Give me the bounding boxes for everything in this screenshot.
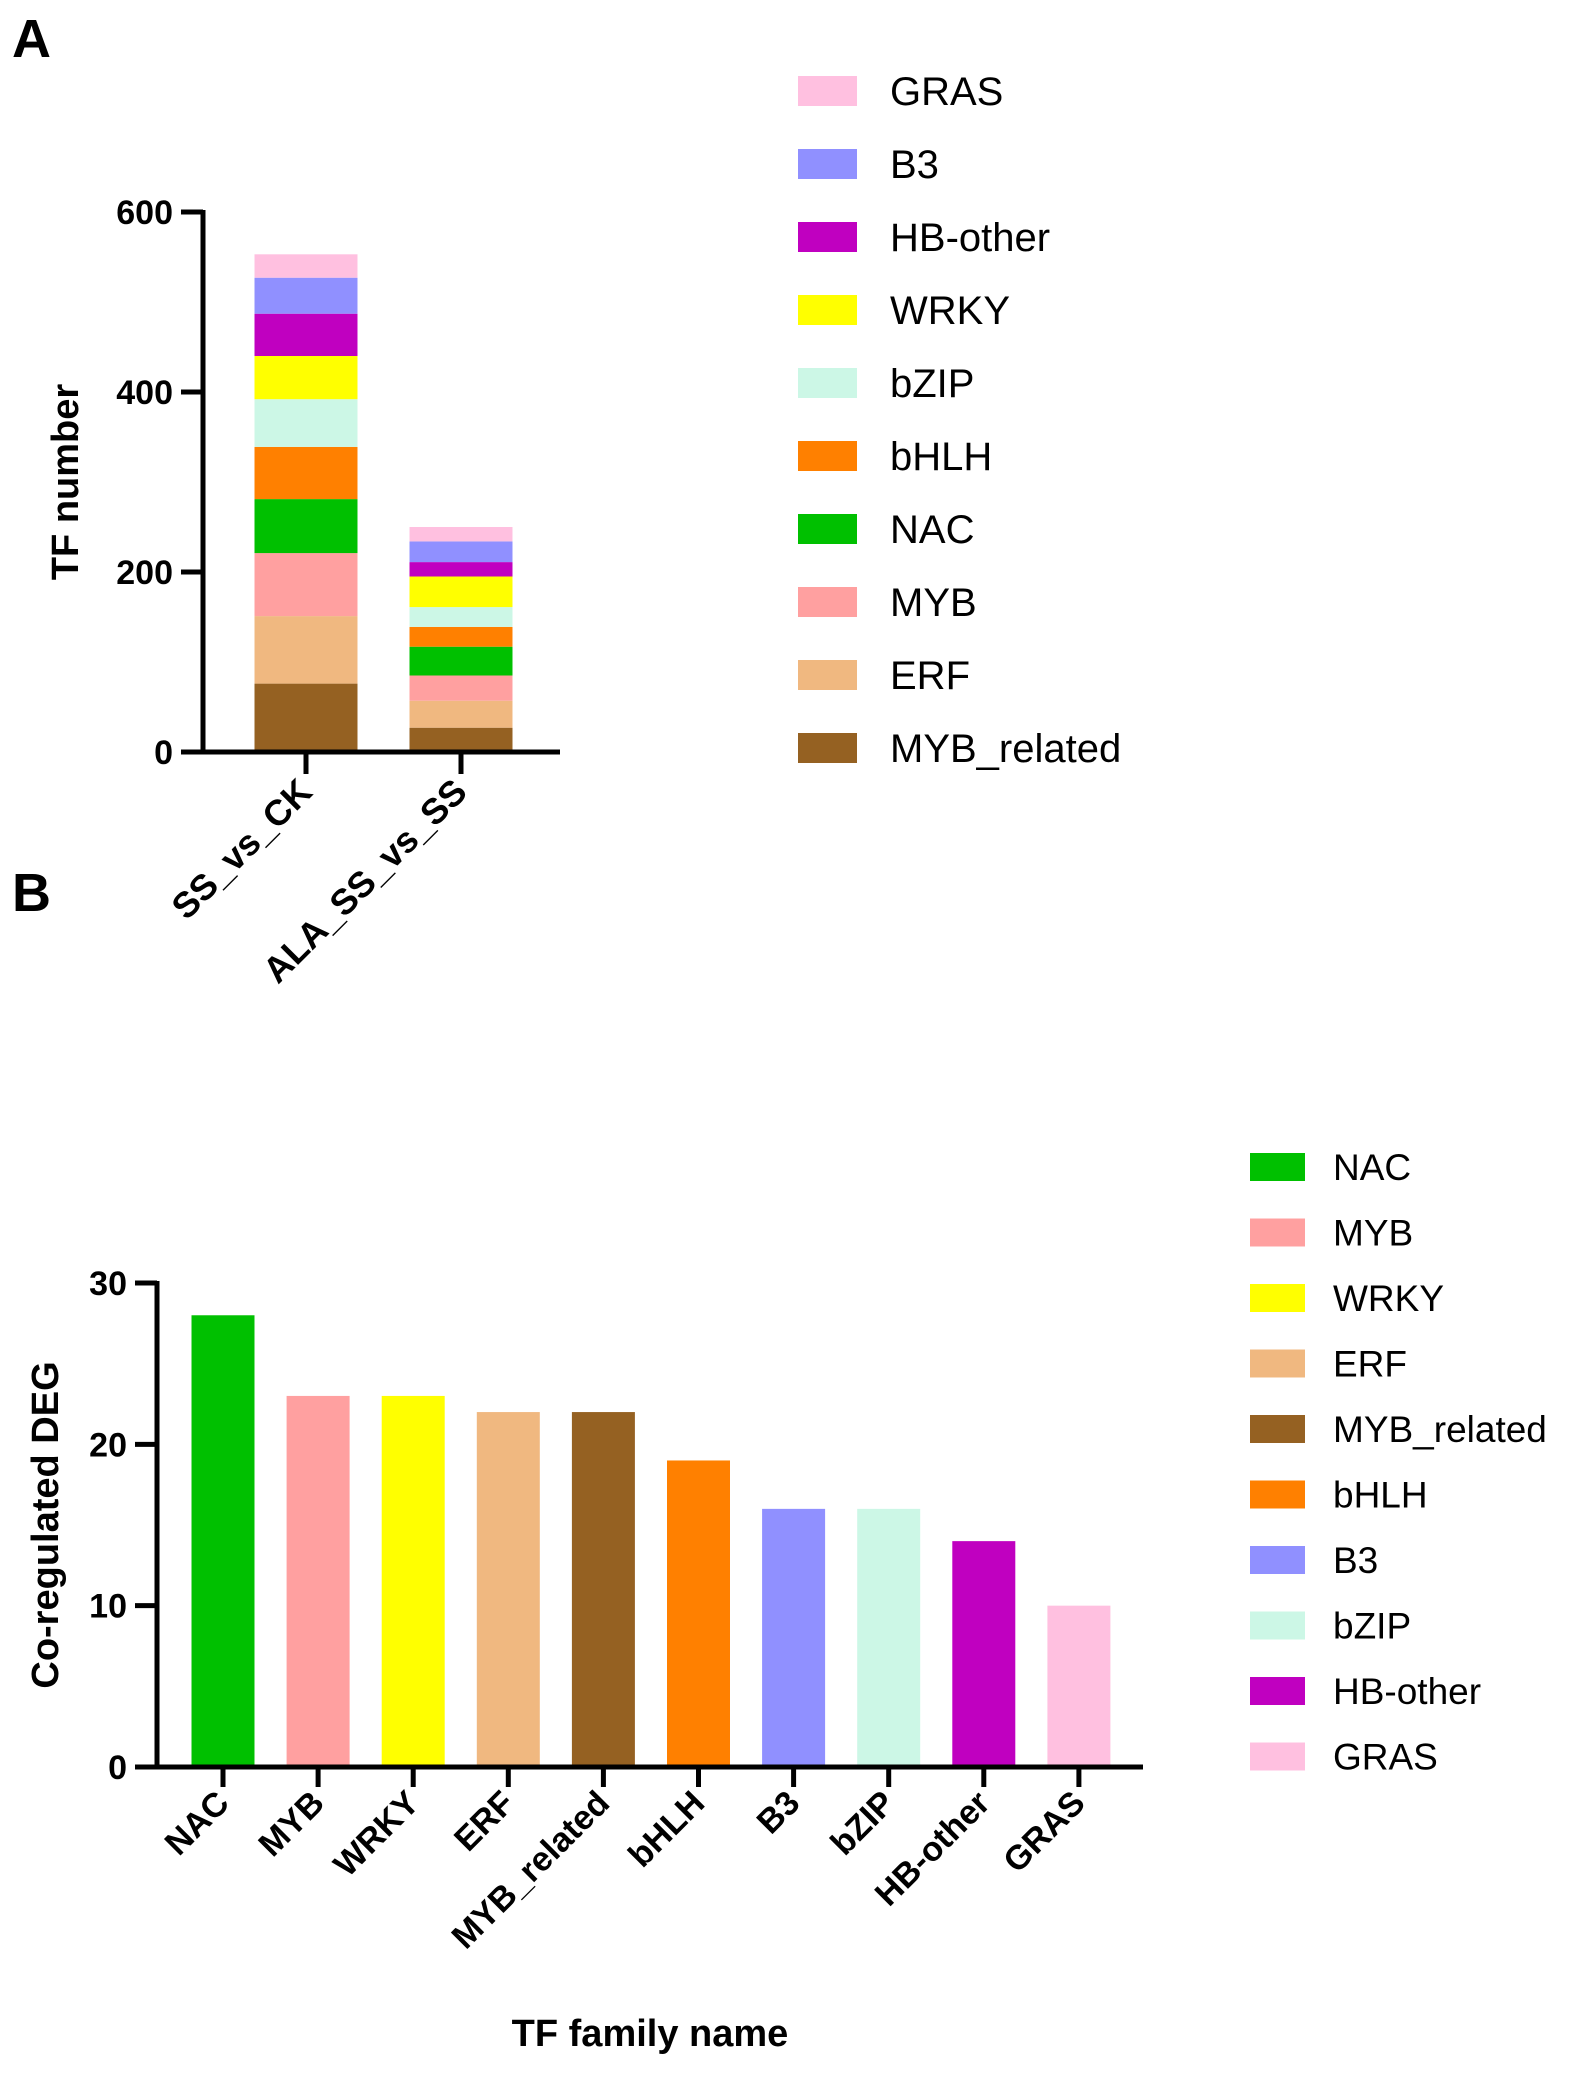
- legend-label-myb: MYB: [1333, 1213, 1413, 1254]
- x-tick-label-bhlh: bHLH: [621, 1784, 712, 1875]
- legend-label-nac: NAC: [890, 508, 974, 552]
- bar-myb-related: [571, 1412, 635, 1767]
- bar-ala-ss-vs-ss-myb-related: [409, 727, 513, 752]
- panel-b-label: B: [12, 863, 51, 923]
- legend-label-wrky: WRKY: [890, 289, 1010, 333]
- bar-ala-ss-vs-ss-bhlh: [409, 626, 513, 647]
- legend-swatch-gras: [1250, 1742, 1305, 1771]
- bar-ss-vs-ck-nac: [254, 499, 358, 554]
- bar-ss-vs-ck-myb-related: [254, 683, 358, 752]
- y-tick-label: 10: [89, 1588, 127, 1626]
- legend-label-myb-related: MYB_related: [1333, 1409, 1547, 1450]
- legend-label-nac: NAC: [1333, 1147, 1411, 1188]
- legend-swatch-myb-related: [798, 733, 857, 763]
- legend-swatch-gras: [798, 76, 857, 106]
- x-axis-title: TF family name: [512, 2013, 789, 2055]
- y-axis-title: TF number: [45, 384, 87, 581]
- legend-label-gras: GRAS: [1333, 1737, 1438, 1778]
- bar-bhlh: [667, 1460, 730, 1767]
- legend-swatch-myb: [1250, 1218, 1305, 1247]
- bar-hb-other: [952, 1541, 1016, 1767]
- bar-ss-vs-ck-wrky: [254, 356, 358, 400]
- bar-ala-ss-vs-ss-bzip: [409, 607, 513, 627]
- legend-swatch-erf: [798, 660, 857, 690]
- bar-ss-vs-ck-bhlh: [254, 446, 358, 500]
- panel-a-label: A: [12, 9, 51, 69]
- bar-wrky: [381, 1395, 445, 1767]
- bar-ala-ss-vs-ss-nac: [409, 646, 513, 676]
- bar-ala-ss-vs-ss-myb: [409, 675, 513, 701]
- y-tick-label: 400: [116, 374, 173, 412]
- y-axis-title: Co-regulated DEG: [25, 1361, 67, 1688]
- legend-label-wrky: WRKY: [1333, 1278, 1444, 1319]
- legend-swatch-erf: [1250, 1349, 1305, 1378]
- legend-swatch-b3: [1250, 1546, 1305, 1574]
- x-tick-label-wrky: WRKY: [327, 1784, 428, 1885]
- legend-swatch-wrky: [798, 295, 857, 325]
- legend-swatch-myb: [798, 587, 857, 617]
- y-tick-label: 0: [108, 1749, 127, 1787]
- legend-label-myb: MYB: [890, 581, 977, 625]
- bar-ss-vs-ck-hb-other: [254, 313, 358, 356]
- bar-ss-vs-ck-gras: [254, 254, 358, 278]
- bar-ala-ss-vs-ss-gras: [409, 527, 513, 542]
- bar-ss-vs-ck-b3: [254, 277, 358, 314]
- x-tick-label-b3: B3: [750, 1784, 808, 1842]
- y-tick-label: 600: [116, 194, 173, 232]
- bar-ss-vs-ck-erf: [254, 616, 358, 684]
- x-tick-label-nac: NAC: [158, 1784, 237, 1863]
- legend-label-b3: B3: [1333, 1540, 1378, 1581]
- bar-bzip: [857, 1508, 921, 1767]
- bar-ala-ss-vs-ss-b3: [409, 541, 513, 563]
- legend-swatch-bhlh: [798, 441, 857, 471]
- bar-ss-vs-ck-bzip: [254, 399, 358, 447]
- legend-swatch-hb-other: [798, 222, 857, 252]
- legend-label-gras: GRAS: [890, 70, 1003, 114]
- legend-swatch-myb-related: [1250, 1415, 1305, 1443]
- legend-label-myb-related: MYB_related: [890, 727, 1121, 771]
- legend-label-erf: ERF: [890, 654, 970, 698]
- legend-swatch-bzip: [798, 368, 857, 398]
- legend-label-erf: ERF: [1333, 1344, 1407, 1385]
- legend-swatch-b3: [798, 149, 857, 179]
- x-tick-label-ss-vs-ck: SS_vs_CK: [163, 771, 319, 927]
- legend-swatch-nac: [798, 514, 857, 544]
- bar-myb: [286, 1395, 350, 1767]
- legend-label-b3: B3: [890, 143, 939, 187]
- legend-swatch-bzip: [1250, 1611, 1305, 1640]
- x-tick-label-gras: GRAS: [996, 1784, 1092, 1880]
- bar-gras: [1047, 1605, 1111, 1767]
- bar-ala-ss-vs-ss-hb-other: [409, 562, 513, 577]
- x-tick-label-erf: ERF: [447, 1784, 522, 1859]
- bar-ss-vs-ck-myb: [254, 553, 358, 617]
- legend-label-bhlh: bHLH: [890, 435, 992, 479]
- bar-erf: [476, 1412, 540, 1767]
- legend-label-hb-other: HB-other: [1333, 1671, 1481, 1712]
- y-tick-label: 200: [116, 554, 173, 592]
- legend-swatch-nac: [1250, 1153, 1305, 1181]
- x-tick-label-bzip: bZIP: [823, 1784, 902, 1863]
- x-tick-label-myb: MYB: [251, 1784, 331, 1864]
- y-tick-label: 20: [89, 1426, 127, 1464]
- bar-ala-ss-vs-ss-erf: [409, 700, 513, 728]
- bar-nac: [191, 1315, 255, 1767]
- legend-label-bzip: bZIP: [1333, 1606, 1411, 1647]
- legend-label-hb-other: HB-other: [890, 216, 1050, 260]
- legend-label-bhlh: bHLH: [1333, 1475, 1428, 1516]
- bar-ala-ss-vs-ss-wrky: [409, 576, 513, 608]
- legend-label-bzip: bZIP: [890, 362, 974, 406]
- y-tick-label: 0: [154, 734, 173, 772]
- y-tick-label: 30: [89, 1265, 127, 1303]
- legend-swatch-bhlh: [1250, 1480, 1305, 1509]
- legend-swatch-hb-other: [1250, 1677, 1305, 1705]
- legend-swatch-wrky: [1250, 1284, 1305, 1312]
- bar-b3: [762, 1508, 826, 1767]
